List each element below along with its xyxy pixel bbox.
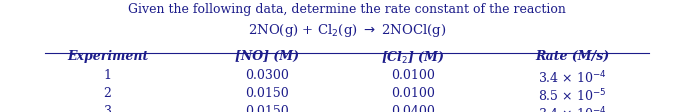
- Text: Given the following data, determine the rate constant of the reaction: Given the following data, determine the …: [128, 3, 566, 16]
- Text: 3.4 $\times$ 10$^{-4}$: 3.4 $\times$ 10$^{-4}$: [539, 69, 607, 86]
- Text: 3.4 $\times$ 10$^{-4}$: 3.4 $\times$ 10$^{-4}$: [539, 105, 607, 112]
- Text: [Cl$_2$] (M): [Cl$_2$] (M): [381, 50, 445, 65]
- Text: 3: 3: [103, 105, 112, 112]
- Text: Experiment: Experiment: [67, 50, 149, 63]
- Text: 2NO(g) + Cl$_2$(g) $\rightarrow$ 2NOCl(g): 2NO(g) + Cl$_2$(g) $\rightarrow$ 2NOCl(g…: [248, 22, 446, 39]
- Text: 0.0150: 0.0150: [245, 87, 289, 100]
- Text: 0.0150: 0.0150: [245, 105, 289, 112]
- Text: 8.5 $\times$ 10$^{-5}$: 8.5 $\times$ 10$^{-5}$: [539, 87, 607, 104]
- Text: 0.0400: 0.0400: [391, 105, 435, 112]
- Text: 2: 2: [103, 87, 112, 100]
- Text: 0.0100: 0.0100: [391, 69, 435, 82]
- Text: 0.0100: 0.0100: [391, 87, 435, 100]
- Text: Rate (M/s): Rate (M/s): [536, 50, 609, 63]
- Text: 1: 1: [103, 69, 112, 82]
- Text: 0.0300: 0.0300: [245, 69, 289, 82]
- Text: [NO] (M): [NO] (M): [235, 50, 299, 63]
